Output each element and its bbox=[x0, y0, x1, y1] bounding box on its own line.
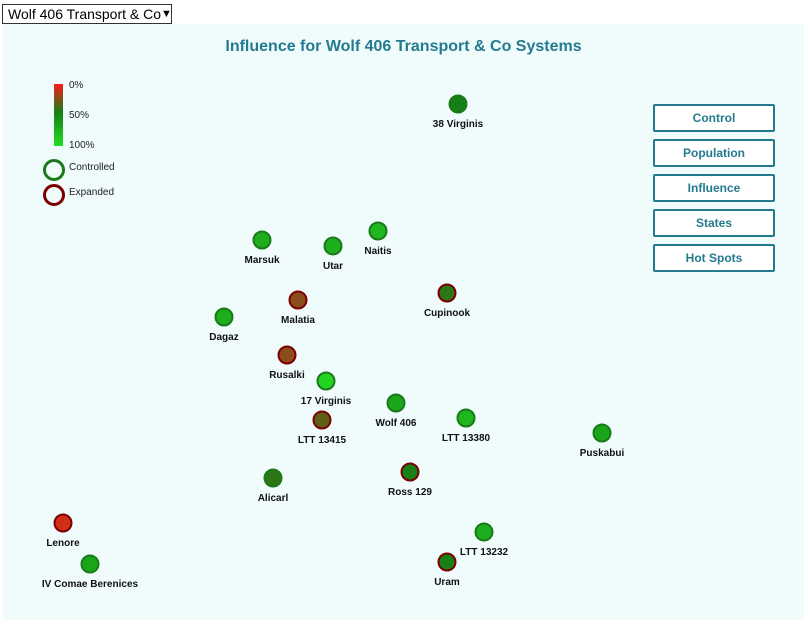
system-38-virginis[interactable]: 38 Virginis bbox=[433, 94, 484, 131]
system-label: Naitis bbox=[364, 246, 392, 257]
system-ltt-13415[interactable]: LTT 13415 bbox=[298, 410, 347, 447]
system-label: Dagaz bbox=[209, 332, 238, 343]
system-marker[interactable] bbox=[323, 236, 343, 256]
system-marker[interactable] bbox=[263, 468, 283, 488]
system-label: IV Comae Berenices bbox=[42, 579, 139, 590]
system-label: Ross 129 bbox=[388, 487, 432, 498]
faction-select[interactable]: Wolf 406 Transport & Co ▼ bbox=[2, 4, 172, 24]
system-wolf-406[interactable]: Wolf 406 bbox=[376, 393, 417, 430]
system-marker[interactable] bbox=[80, 554, 100, 574]
system-ross-129[interactable]: Ross 129 bbox=[388, 462, 432, 499]
scale-label-low: 0% bbox=[69, 80, 84, 91]
system-marker[interactable] bbox=[448, 94, 468, 114]
system-marker[interactable] bbox=[456, 408, 476, 428]
scale-label-mid: 50% bbox=[69, 110, 90, 121]
chevron-down-icon: ▼ bbox=[161, 8, 172, 20]
system-label: Malatia bbox=[281, 315, 315, 326]
legend-controlled-label: Controlled bbox=[69, 162, 115, 173]
map-title: Influence for Wolf 406 Transport & Co Sy… bbox=[225, 38, 582, 55]
control-button[interactable]: Control bbox=[653, 104, 775, 132]
system-alicarl[interactable]: Alicarl bbox=[258, 468, 289, 505]
system-marker[interactable] bbox=[252, 230, 272, 250]
system-malatia[interactable]: Malatia bbox=[281, 290, 315, 327]
system-map: 38 Virginis Marsuk Utar Naitis Malatia Cupino… bbox=[42, 94, 625, 591]
system-marker[interactable] bbox=[592, 423, 612, 443]
system-rusalki[interactable]: Rusalki bbox=[269, 345, 305, 382]
system-dagaz[interactable]: Dagaz bbox=[209, 307, 239, 344]
faction-select-value: Wolf 406 Transport & Co bbox=[8, 6, 162, 22]
population-button[interactable]: Population bbox=[653, 139, 775, 167]
system-lenore[interactable]: Lenore bbox=[46, 513, 80, 550]
system-ltt-13380[interactable]: LTT 13380 bbox=[442, 408, 491, 445]
system-marker[interactable] bbox=[386, 393, 406, 413]
system-utar[interactable]: Utar bbox=[323, 236, 343, 273]
scale-label-high: 100% bbox=[69, 140, 95, 151]
system-label: Wolf 406 bbox=[376, 418, 417, 429]
hot-spots-button[interactable]: Hot Spots bbox=[653, 244, 775, 272]
system-label: LTT 13232 bbox=[460, 547, 509, 558]
system-label: Uram bbox=[434, 577, 460, 588]
map-panel: Influence for Wolf 406 Transport & Co Sy… bbox=[3, 24, 804, 620]
system-label: LTT 13415 bbox=[298, 435, 347, 446]
system-label: LTT 13380 bbox=[442, 433, 491, 444]
system-marker[interactable] bbox=[400, 462, 420, 482]
system-label: Alicarl bbox=[258, 493, 289, 504]
system-marker[interactable] bbox=[214, 307, 234, 327]
system-marker[interactable] bbox=[312, 410, 332, 430]
influence-scale-bar bbox=[54, 84, 63, 146]
system-uram[interactable]: Uram bbox=[434, 552, 460, 589]
system-marker[interactable] bbox=[288, 290, 308, 310]
system-cupinook[interactable]: Cupinook bbox=[424, 283, 471, 320]
system-label: Lenore bbox=[46, 538, 80, 549]
controlled-ring-icon bbox=[43, 159, 65, 181]
system-marker[interactable] bbox=[277, 345, 297, 365]
system-label: Cupinook bbox=[424, 308, 471, 319]
system-label: Marsuk bbox=[244, 255, 279, 266]
system-label: Puskabui bbox=[580, 448, 625, 459]
influence-button[interactable]: Influence bbox=[653, 174, 775, 202]
system-puskabui[interactable]: Puskabui bbox=[580, 423, 625, 460]
system-label: Utar bbox=[323, 261, 343, 272]
states-button[interactable]: States bbox=[653, 209, 775, 237]
system-marker[interactable] bbox=[368, 221, 388, 241]
system-label: 38 Virginis bbox=[433, 119, 484, 130]
system-marker[interactable] bbox=[437, 552, 457, 572]
system-marker[interactable] bbox=[316, 371, 336, 391]
expanded-ring-icon bbox=[43, 184, 65, 206]
system-marker[interactable] bbox=[474, 522, 494, 542]
system-marker[interactable] bbox=[437, 283, 457, 303]
system-label: 17 Virginis bbox=[301, 396, 352, 407]
system-iv-comae-berenices[interactable]: IV Comae Berenices bbox=[42, 554, 139, 591]
system-ltt-13232[interactable]: LTT 13232 bbox=[460, 522, 509, 559]
system-label: Rusalki bbox=[269, 370, 305, 381]
system-naitis[interactable]: Naitis bbox=[364, 221, 392, 258]
system-17-virginis[interactable]: 17 Virginis bbox=[301, 371, 352, 408]
system-marsuk[interactable]: Marsuk bbox=[244, 230, 280, 267]
system-marker[interactable] bbox=[53, 513, 73, 533]
legend-expanded-label: Expanded bbox=[69, 187, 115, 198]
